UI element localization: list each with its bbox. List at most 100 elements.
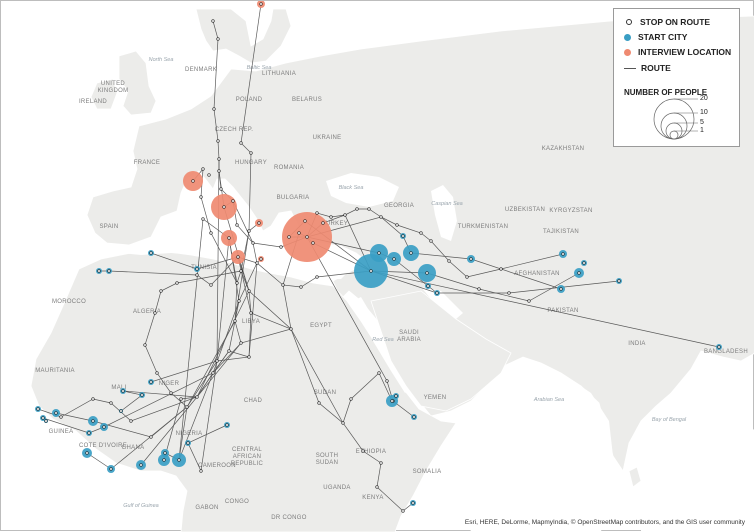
route-stop-marker xyxy=(349,397,353,401)
sea-labels: North Sea Baltic Sea Black Sea Caspian Sea R… xyxy=(123,57,687,509)
route-stop-marker xyxy=(409,251,413,255)
route-stop-marker xyxy=(209,283,213,287)
route-stop-marker xyxy=(411,501,415,505)
route-stop-marker xyxy=(395,223,399,227)
route-stop-marker xyxy=(259,257,263,261)
route-stop-marker xyxy=(169,391,173,395)
region-label-40: ETHIOPIA xyxy=(356,449,386,455)
region-label-31: MAURITANIA xyxy=(35,368,75,374)
route-stop-marker xyxy=(249,151,253,155)
route-stop-marker xyxy=(149,380,153,384)
region-label-11: ROMANIA xyxy=(274,165,304,171)
route-stop-marker xyxy=(209,231,213,235)
region-label-19: GEORGIA xyxy=(384,203,414,209)
region-label-1: UNITED KINGDOM xyxy=(98,81,129,94)
size-label-1: 1 xyxy=(700,127,704,134)
route-stop-marker xyxy=(222,205,226,209)
region-label-24: MOROCCO xyxy=(52,299,86,305)
size-label-10: 10 xyxy=(700,109,708,116)
route-stop-marker xyxy=(401,234,405,238)
route-stop-marker xyxy=(97,269,101,273)
route-stop-marker xyxy=(577,271,581,275)
route-stop-marker xyxy=(143,343,147,347)
land-britain xyxy=(118,50,157,116)
region-label-38: CENTRAL AFRICAN REPUBLIC xyxy=(231,447,264,467)
route-stop-marker xyxy=(447,259,451,263)
route-stop-marker xyxy=(329,215,333,219)
water-arabian-sea xyxy=(456,361,613,532)
land-sri-lanka xyxy=(628,466,642,488)
route-stop-marker xyxy=(237,299,241,303)
route-stop-marker xyxy=(139,463,143,467)
water-caspian-sea xyxy=(431,185,457,241)
sea-label-6: Bay of Bengal xyxy=(652,417,687,423)
route-stop-marker xyxy=(255,261,259,265)
route-stop-marker xyxy=(717,345,721,349)
region-label-5: LITHUANIA xyxy=(262,71,296,77)
route-stop-marker xyxy=(281,283,285,287)
route-stop-marker xyxy=(107,269,111,273)
route-stop-marker xyxy=(235,223,239,227)
region-label-20: AFGHANISTAN xyxy=(514,271,560,277)
route-stop-marker xyxy=(367,207,371,211)
sea-label-0: North Sea xyxy=(149,57,174,63)
route-stop-marker xyxy=(239,341,243,345)
route-stop-marker xyxy=(153,311,157,315)
route-line xyxy=(120,206,250,412)
route-stop-marker xyxy=(425,271,429,275)
route-stop-marker xyxy=(419,231,423,235)
route-stop-marker xyxy=(219,187,223,191)
route-stop-marker xyxy=(231,199,235,203)
region-label-23: BANGLADESH xyxy=(704,349,748,355)
region-label-4: DENMARK xyxy=(185,67,217,73)
interview-location-icon xyxy=(624,48,631,56)
sea-label-4: Red Sea xyxy=(372,337,393,343)
route-stop-marker xyxy=(207,173,211,177)
route-stop-marker xyxy=(91,397,95,401)
route-stop-marker xyxy=(227,236,231,240)
region-label-47: GHANA xyxy=(122,445,145,451)
route-stop-marker xyxy=(36,407,40,411)
region-label-35: SUDAN xyxy=(314,390,337,396)
route-stop-marker xyxy=(217,169,221,173)
land-layer xyxy=(30,8,754,532)
route-stop-marker xyxy=(155,371,159,375)
route-stop-marker xyxy=(121,389,125,393)
route-stop-marker xyxy=(257,221,261,225)
route-stop-marker xyxy=(59,415,63,419)
route-stop-marker xyxy=(299,285,303,289)
region-label-6: BELARUS xyxy=(292,97,322,103)
route-stop-marker xyxy=(343,213,347,217)
route-stop-marker xyxy=(199,195,203,199)
region-label-15: UZBEKISTAN xyxy=(505,207,545,213)
route-stop-marker xyxy=(239,141,243,145)
route-stop-marker xyxy=(465,275,469,279)
legend-item-interview: INTERVIEW LOCATION xyxy=(624,46,731,58)
region-label-13: TURKEY xyxy=(322,221,348,227)
land-eurasia xyxy=(86,15,754,473)
route-stop-marker xyxy=(216,139,220,143)
region-label-9: CZECH REP. xyxy=(215,127,254,133)
region-label-21: PAKISTAN xyxy=(547,308,578,314)
route-stop-marker xyxy=(375,485,379,489)
route-stop-marker xyxy=(91,419,95,423)
water-bay-of-bengal xyxy=(641,369,754,532)
map-attribution: Esri, HERE, DeLorme, MapmyIndia, © OpenS… xyxy=(464,519,745,526)
region-labels: IRELAND UNITED KINGDOM FRANCE SPAIN DENMARK LI… xyxy=(35,67,748,521)
region-label-3: SPAIN xyxy=(99,224,118,230)
route-stop-marker xyxy=(54,411,58,415)
region-label-22: INDIA xyxy=(628,341,646,347)
region-label-41: SOMALIA xyxy=(413,469,442,475)
region-label-49: GUINEA xyxy=(49,429,74,435)
route-stop-marker xyxy=(251,241,255,245)
legend-item-route: ROUTE xyxy=(624,62,671,74)
route-line xyxy=(237,256,393,424)
route-stop-marker xyxy=(201,167,205,171)
region-label-8: UKRAINE xyxy=(313,135,342,141)
route-stop-marker xyxy=(129,419,133,423)
size-label-5: 5 xyxy=(700,119,704,126)
route-stop-marker xyxy=(385,379,389,383)
route-stop-marker xyxy=(175,281,179,285)
